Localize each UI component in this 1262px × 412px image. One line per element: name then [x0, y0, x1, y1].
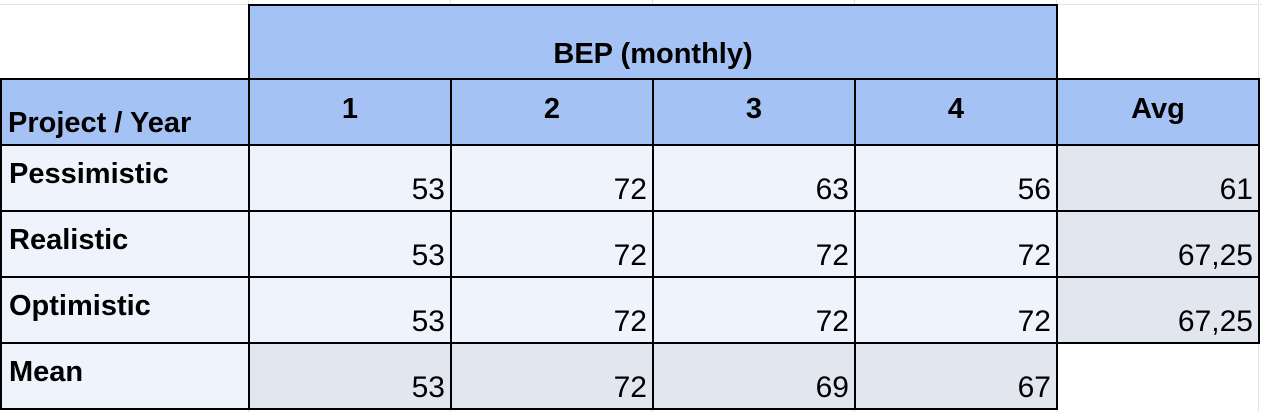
avg-text: 61 — [1219, 173, 1253, 206]
value-text: 53 — [411, 305, 445, 338]
row-label[interactable]: Pessimistic — [0, 144, 250, 212]
row-label[interactable]: Realistic — [0, 210, 250, 278]
year-header[interactable]: 1 — [248, 78, 452, 146]
row-label-text: Pessimistic — [9, 158, 169, 190]
row-label[interactable]: Optimistic — [0, 276, 250, 344]
corner-header-label: Project / Year — [8, 107, 192, 139]
year-header-label: 2 — [543, 92, 561, 125]
row-label-text: Realistic — [9, 224, 129, 256]
mean-cell[interactable]: 69 — [652, 342, 856, 410]
avg-cell[interactable]: 61 — [1056, 144, 1260, 212]
mean-cell[interactable]: 53 — [248, 342, 452, 410]
mean-text: 67 — [1017, 371, 1051, 404]
value-text: 72 — [815, 305, 849, 338]
mean-text: 53 — [411, 371, 445, 404]
mean-text: 69 — [815, 371, 849, 404]
avg-cell[interactable]: 67,25 — [1056, 276, 1260, 344]
value-text: 63 — [815, 173, 849, 206]
mean-cell[interactable]: 72 — [450, 342, 654, 410]
avg-text: 67,25 — [1177, 305, 1253, 338]
year-header[interactable]: 2 — [450, 78, 654, 146]
value-text: 72 — [1017, 239, 1051, 272]
avg-header[interactable]: Avg — [1056, 78, 1260, 146]
value-text: 72 — [613, 305, 647, 338]
row-label[interactable]: Mean — [0, 342, 250, 410]
value-cell[interactable]: 56 — [854, 144, 1058, 212]
value-cell[interactable]: 72 — [652, 276, 856, 344]
value-text: 72 — [613, 239, 647, 272]
row-label-text: Mean — [9, 356, 84, 388]
year-header[interactable]: 4 — [854, 78, 1058, 146]
value-cell[interactable]: 72 — [450, 210, 654, 278]
avg-cell[interactable]: 67,25 — [1056, 210, 1260, 278]
value-cell[interactable]: 72 — [450, 276, 654, 344]
mean-cell[interactable]: 67 — [854, 342, 1058, 410]
avg-header-label: Avg — [1131, 92, 1185, 125]
value-cell[interactable]: 72 — [652, 210, 856, 278]
group-header-label: BEP (monthly) — [553, 37, 753, 70]
value-cell[interactable]: 63 — [652, 144, 856, 212]
value-text: 56 — [1017, 173, 1051, 206]
value-cell[interactable]: 53 — [248, 144, 452, 212]
value-text: 72 — [1017, 305, 1051, 338]
value-cell[interactable]: 53 — [248, 276, 452, 344]
value-cell[interactable]: 53 — [248, 210, 452, 278]
year-header-label: 1 — [341, 92, 359, 125]
year-header[interactable]: 3 — [652, 78, 856, 146]
value-text: 72 — [613, 173, 647, 206]
value-cell[interactable]: 72 — [854, 210, 1058, 278]
value-text: 72 — [815, 239, 849, 272]
avg-text: 67,25 — [1177, 239, 1253, 272]
corner-header[interactable]: Project / Year — [0, 78, 250, 146]
year-header-label: 3 — [745, 92, 763, 125]
row-label-text: Optimistic — [9, 290, 151, 322]
value-text: 53 — [411, 239, 445, 272]
value-cell[interactable]: 72 — [450, 144, 654, 212]
value-cell[interactable]: 72 — [854, 276, 1058, 344]
mean-text: 72 — [613, 371, 647, 404]
value-text: 53 — [411, 173, 445, 206]
year-header-label: 4 — [947, 92, 965, 125]
group-header[interactable]: BEP (monthly) — [248, 4, 1058, 80]
